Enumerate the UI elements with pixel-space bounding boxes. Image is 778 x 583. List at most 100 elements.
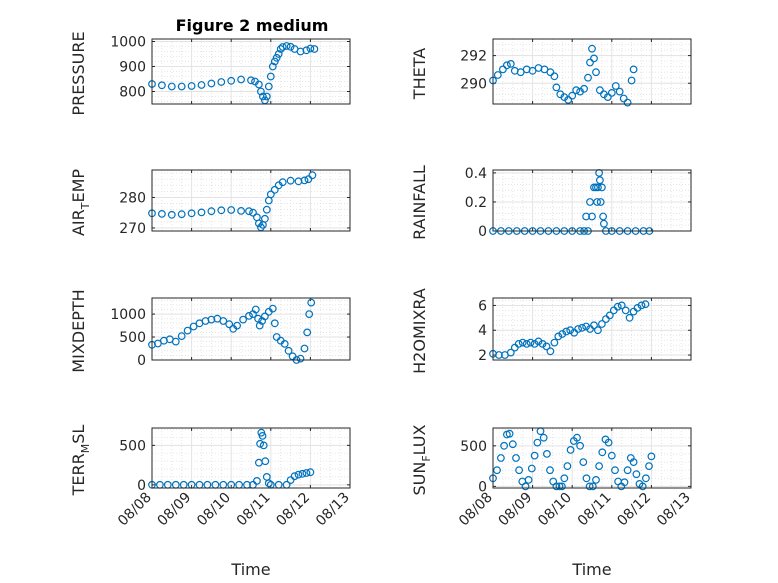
data-point — [197, 208, 206, 217]
data-point — [533, 438, 542, 447]
axes-frame — [151, 427, 351, 489]
data-point — [526, 338, 535, 347]
data-point — [621, 306, 630, 315]
data-point — [256, 439, 265, 448]
data-point — [576, 441, 584, 450]
data-point — [514, 340, 523, 348]
data-point — [261, 457, 270, 466]
x-axis-label: Time — [571, 560, 611, 579]
data-point — [566, 446, 575, 454]
x-tick-label: 08/09 — [496, 490, 536, 530]
axes-frame — [151, 297, 351, 361]
axes-mixdepth: 0 500 1000 MIXDEPTH — [69, 289, 351, 373]
data-point — [645, 462, 653, 471]
data-point — [508, 440, 517, 449]
data-point — [264, 479, 273, 488]
data-point — [278, 43, 287, 51]
data-point — [607, 88, 616, 97]
data-point — [530, 451, 539, 460]
data-point — [270, 185, 279, 194]
y-axis-label: PRESSURE — [69, 31, 88, 115]
data-point — [558, 330, 567, 338]
x-tick-label: 08/10 — [535, 490, 575, 530]
x-tick-label: 08/12 — [273, 490, 313, 530]
y-tick-label: 270 — [119, 221, 146, 237]
y-axis-label: SUNFLUX — [410, 424, 433, 495]
data-point — [539, 433, 548, 442]
data-point — [611, 82, 620, 90]
data-point — [286, 476, 295, 485]
data-point — [594, 326, 602, 335]
data-point — [300, 344, 309, 353]
data-point — [506, 348, 515, 357]
data-point — [255, 321, 264, 330]
x-tick-label: 08/08 — [456, 490, 496, 530]
data-point — [304, 175, 313, 184]
data-point — [599, 212, 607, 221]
data-point — [638, 482, 647, 491]
data-point — [637, 301, 646, 310]
y-axis-label-tail: LUX — [410, 424, 429, 455]
data-point — [552, 482, 561, 491]
data-point — [251, 305, 260, 314]
data-point — [217, 206, 226, 215]
data-point — [207, 207, 216, 216]
y-axis-label-main: MIXDEPTH — [69, 289, 88, 372]
y-axis-label-subscript: F — [420, 455, 433, 461]
data-point — [552, 83, 561, 92]
x-tick-label: 08/12 — [614, 490, 654, 530]
data-point — [278, 178, 287, 187]
data-point — [276, 45, 285, 53]
data-point — [497, 454, 505, 462]
data-point — [586, 58, 594, 67]
data-point — [274, 50, 283, 58]
data-point — [564, 95, 573, 104]
data-point — [171, 337, 180, 346]
data-point — [245, 312, 253, 320]
data-point — [259, 441, 268, 450]
data-point — [266, 72, 275, 81]
data-point — [550, 72, 559, 81]
y-axis-label-main: RAINFALL — [410, 165, 429, 240]
data-point — [272, 53, 281, 62]
data-point — [607, 451, 616, 460]
data-point — [227, 206, 236, 214]
data-point — [207, 315, 216, 324]
data-point — [197, 81, 206, 89]
data-point — [177, 332, 186, 341]
y-axis-label: THETA — [410, 48, 429, 100]
data-point — [298, 469, 307, 478]
data-point — [515, 466, 523, 475]
data-point — [189, 322, 198, 331]
data-point — [310, 45, 319, 53]
y-tick-label: 292 — [460, 49, 487, 65]
data-point — [642, 474, 650, 483]
axes-frame — [151, 38, 351, 105]
data-point — [546, 68, 555, 77]
data-point — [177, 82, 186, 91]
data-point — [588, 44, 596, 53]
y-tick-label: 500 — [460, 439, 487, 455]
data-point — [615, 87, 624, 96]
data-point — [521, 482, 530, 491]
data-point — [574, 325, 582, 333]
data-point — [550, 338, 559, 347]
axes-frame — [492, 427, 692, 489]
axes-frame — [151, 169, 351, 232]
y-tick-label: 0 — [137, 478, 146, 494]
y-tick-label: 290 — [460, 76, 487, 92]
data-point — [187, 82, 196, 90]
data-point — [596, 198, 605, 206]
data-point — [183, 326, 192, 335]
data-point — [534, 337, 543, 346]
data-point — [598, 183, 606, 192]
data-point — [306, 44, 315, 53]
data-point — [600, 219, 608, 228]
data-point — [495, 351, 503, 359]
y-axis-label: H2OMIXRA — [410, 288, 429, 374]
y-tick-label: 6 — [478, 298, 487, 314]
x-axis-label: Time — [230, 560, 270, 579]
x-tick-label: 08/08 — [115, 490, 155, 530]
data-point — [647, 452, 656, 461]
data-point — [254, 314, 263, 323]
